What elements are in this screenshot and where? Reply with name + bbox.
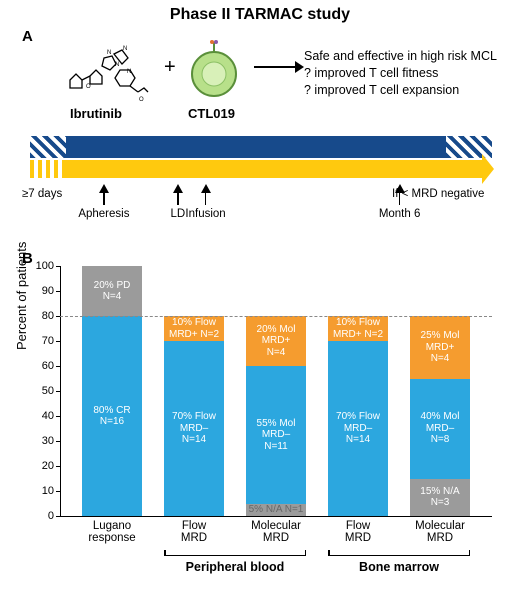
panel-a: A N N N N O O Ibrutinib + bbox=[0, 28, 520, 238]
y-tick-label: 10 bbox=[30, 485, 54, 497]
bar-segment: 20% PDN=4 bbox=[82, 266, 142, 316]
y-tick bbox=[56, 391, 60, 392]
bar-segment: 10% FlowMRD+ N=2 bbox=[328, 316, 388, 341]
timeline-blue-bar bbox=[66, 136, 446, 158]
timeline-event-label: Infusion bbox=[176, 208, 236, 220]
y-tick bbox=[56, 291, 60, 292]
bar-segment: 25% MolMRD+N=4 bbox=[410, 316, 470, 379]
schema-row: N N N N O O Ibrutinib + CTL019 Safe and bbox=[60, 36, 500, 128]
y-tick-label: 70 bbox=[30, 335, 54, 347]
timeline-event-arrow-stem bbox=[205, 193, 207, 205]
y-tick bbox=[56, 441, 60, 442]
stacked-bar-chart: 80% CRN=1620% PDN=470% FlowMRD–N=1410% F… bbox=[64, 266, 492, 516]
timeline bbox=[30, 136, 492, 184]
bar-segment: 20% MolMRD+N=4 bbox=[246, 316, 306, 366]
svg-text:N: N bbox=[127, 69, 131, 75]
x-axis-label: Luganoresponse bbox=[72, 520, 152, 544]
bar-segment: 80% CRN=16 bbox=[82, 316, 142, 516]
timeline-hatch-left bbox=[30, 136, 66, 158]
svg-text:N: N bbox=[107, 50, 111, 56]
x-axis-label: FlowMRD bbox=[154, 520, 234, 544]
ctl019-cell-icon bbox=[184, 40, 244, 100]
svg-text:N: N bbox=[115, 62, 119, 68]
figure-title: Phase II TARMAC study bbox=[0, 0, 520, 24]
y-tick bbox=[56, 366, 60, 367]
timeline-event-arrow-stem bbox=[399, 193, 401, 205]
group-label: Bone marrow bbox=[328, 560, 470, 574]
timeline-arrowhead-icon bbox=[482, 154, 494, 184]
timeline-event-arrow bbox=[395, 184, 405, 193]
ibrutinib-label: Ibrutinib bbox=[70, 106, 122, 121]
y-axis-label: Percent of patients bbox=[14, 242, 29, 350]
timeline-event-arrow bbox=[99, 184, 109, 193]
timeline-event-arrow bbox=[201, 184, 211, 193]
group-label: Peripheral blood bbox=[164, 560, 306, 574]
bar-segment: 40% MolMRD–N=8 bbox=[410, 379, 470, 479]
timeline-event-arrow-stem bbox=[103, 193, 105, 205]
y-tick-label: 100 bbox=[30, 260, 54, 272]
x-axis-label: MolecularMRD bbox=[400, 520, 480, 544]
outcome-line: ? improved T cell fitness bbox=[304, 65, 497, 82]
y-tick bbox=[56, 341, 60, 342]
y-tick-label: 80 bbox=[30, 310, 54, 322]
ctl019-label: CTL019 bbox=[188, 106, 235, 121]
panel-a-label: A bbox=[22, 28, 33, 45]
group-bracket bbox=[164, 550, 306, 556]
panel-b: B Percent of patients 010203040506070809… bbox=[0, 250, 520, 600]
timeline-event-label: Apheresis bbox=[74, 208, 134, 220]
outcomes-text: Safe and effective in high risk MCL ? im… bbox=[304, 48, 497, 99]
y-tick-label: 40 bbox=[30, 410, 54, 422]
plus-sign: + bbox=[164, 56, 176, 79]
bar-segment: 70% FlowMRD–N=14 bbox=[328, 341, 388, 516]
y-tick bbox=[56, 491, 60, 492]
y-tick-label: 90 bbox=[30, 285, 54, 297]
x-axis bbox=[60, 516, 492, 517]
y-tick bbox=[56, 516, 60, 517]
timeline-yellow-bar bbox=[30, 160, 482, 178]
y-tick bbox=[56, 466, 60, 467]
bar-segment: 70% FlowMRD–N=14 bbox=[164, 341, 224, 516]
bar: 70% FlowMRD–N=1410% FlowMRD+ N=2 bbox=[164, 266, 224, 516]
y-tick-label: 20 bbox=[30, 460, 54, 472]
reference-line bbox=[60, 316, 492, 317]
bar: 80% CRN=1620% PDN=4 bbox=[82, 266, 142, 516]
timeline-event-label: Month 6 bbox=[370, 208, 430, 220]
timeline-yellow-dashes bbox=[30, 160, 66, 178]
bar-segment: 10% FlowMRD+ N=2 bbox=[164, 316, 224, 341]
y-axis bbox=[60, 266, 61, 516]
y-tick bbox=[56, 266, 60, 267]
timeline-end-label: If < MRD negative bbox=[392, 188, 484, 200]
y-tick-label: 60 bbox=[30, 360, 54, 372]
x-axis-label: MolecularMRD bbox=[236, 520, 316, 544]
svg-text:O: O bbox=[139, 97, 144, 103]
outcome-line: ? improved T cell expansion bbox=[304, 82, 497, 99]
y-tick-label: 50 bbox=[30, 385, 54, 397]
y-tick-label: 0 bbox=[30, 510, 54, 522]
bar: 70% FlowMRD–N=1410% FlowMRD+ N=2 bbox=[328, 266, 388, 516]
bar: 15% N/AN=340% MolMRD–N=825% MolMRD+N=4 bbox=[410, 266, 470, 516]
y-tick-label: 30 bbox=[30, 435, 54, 447]
outcome-line: Safe and effective in high risk MCL bbox=[304, 48, 497, 65]
y-tick bbox=[56, 416, 60, 417]
group-bracket bbox=[328, 550, 470, 556]
x-axis-label: FlowMRD bbox=[318, 520, 398, 544]
bar: 5% N/A N=155% MolMRD–N=1120% MolMRD+N=4 bbox=[246, 266, 306, 516]
bar-segment: 55% MolMRD–N=11 bbox=[246, 366, 306, 504]
bar-segment: 15% N/AN=3 bbox=[410, 479, 470, 517]
timeline-event-arrow-stem bbox=[177, 193, 179, 205]
arrow-icon bbox=[254, 66, 296, 68]
ibrutinib-structure-icon: N N N N O O bbox=[60, 36, 150, 106]
svg-text:O: O bbox=[86, 84, 91, 90]
svg-text:N: N bbox=[123, 46, 127, 52]
timeline-event-arrow bbox=[173, 184, 183, 193]
bar-segment: 5% N/A N=1 bbox=[246, 504, 306, 517]
timeline-pre-label: ≥7 days bbox=[22, 188, 62, 200]
